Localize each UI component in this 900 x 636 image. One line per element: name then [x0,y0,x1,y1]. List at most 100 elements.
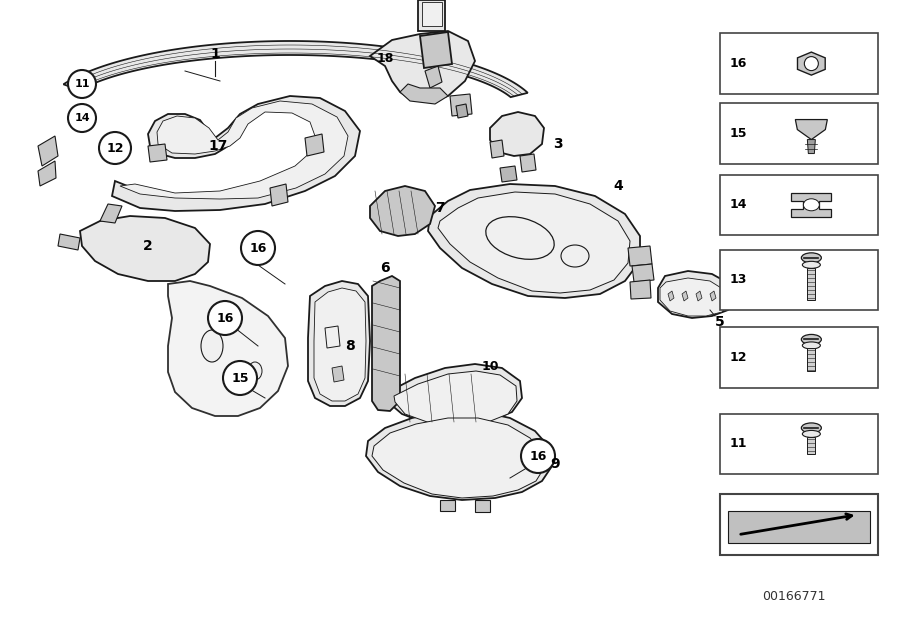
Text: 3: 3 [554,137,562,151]
Polygon shape [658,271,735,318]
Text: 16: 16 [730,57,747,70]
Polygon shape [632,264,654,282]
Text: 16: 16 [216,312,234,324]
Text: 15: 15 [231,371,248,385]
Ellipse shape [801,335,822,345]
Polygon shape [490,140,504,158]
Text: 10: 10 [482,359,499,373]
Polygon shape [370,31,475,101]
Ellipse shape [486,217,554,259]
Polygon shape [168,281,288,416]
FancyBboxPatch shape [720,495,878,555]
Ellipse shape [801,423,822,433]
Circle shape [223,361,257,395]
FancyBboxPatch shape [720,103,878,163]
Text: 15: 15 [730,127,748,140]
Polygon shape [308,281,370,406]
Ellipse shape [201,330,223,362]
Polygon shape [630,280,651,299]
Polygon shape [420,32,452,68]
Polygon shape [58,234,80,250]
Polygon shape [100,204,122,223]
Ellipse shape [803,342,821,349]
Polygon shape [682,291,688,301]
Polygon shape [388,364,522,426]
Circle shape [68,104,96,132]
Text: 5: 5 [716,315,724,329]
Polygon shape [372,418,544,498]
Polygon shape [490,112,544,156]
Polygon shape [456,104,468,118]
Polygon shape [450,94,472,116]
Polygon shape [400,84,448,104]
Polygon shape [370,186,435,236]
Polygon shape [475,500,490,512]
Circle shape [68,70,96,98]
Text: 2: 2 [143,239,153,253]
Ellipse shape [804,199,819,211]
Circle shape [805,57,818,71]
Ellipse shape [561,245,589,267]
Text: 14: 14 [74,113,90,123]
Polygon shape [807,349,815,371]
Polygon shape [112,96,360,211]
FancyBboxPatch shape [720,249,878,310]
Polygon shape [80,216,210,281]
Circle shape [99,132,131,164]
Polygon shape [796,120,827,139]
Polygon shape [325,326,340,348]
Text: 11: 11 [730,438,748,450]
Polygon shape [422,2,442,26]
Polygon shape [660,278,730,316]
Polygon shape [305,134,324,156]
Circle shape [521,439,555,473]
Ellipse shape [248,362,262,380]
Text: 17: 17 [208,139,228,153]
Polygon shape [500,166,517,182]
Text: 4: 4 [613,179,623,193]
Polygon shape [418,0,445,31]
Polygon shape [728,511,869,543]
FancyBboxPatch shape [720,414,878,474]
Polygon shape [807,268,815,300]
FancyBboxPatch shape [720,174,878,235]
Polygon shape [807,437,815,454]
Text: 00166771: 00166771 [762,590,825,603]
Polygon shape [332,366,344,382]
FancyBboxPatch shape [720,34,878,94]
Polygon shape [366,411,552,500]
Circle shape [241,231,275,265]
Polygon shape [710,291,716,301]
Polygon shape [807,139,815,153]
Polygon shape [440,500,455,511]
Text: 14: 14 [730,198,748,211]
Text: 1: 1 [210,47,220,61]
Ellipse shape [803,261,821,268]
Text: 12: 12 [730,351,748,364]
Polygon shape [520,154,536,172]
Polygon shape [428,184,640,298]
Polygon shape [372,276,400,411]
Text: 9: 9 [550,457,560,471]
Text: 16: 16 [249,242,266,254]
Polygon shape [696,291,702,301]
Text: 16: 16 [529,450,546,462]
Polygon shape [438,192,630,293]
FancyBboxPatch shape [720,327,878,388]
Text: 18: 18 [376,52,393,64]
Polygon shape [394,371,517,426]
Text: 7: 7 [436,201,445,215]
Polygon shape [38,136,58,166]
Polygon shape [38,161,56,186]
Text: 8: 8 [345,339,355,353]
Polygon shape [425,66,442,88]
Polygon shape [668,291,674,301]
Circle shape [208,301,242,335]
Ellipse shape [803,431,821,438]
Polygon shape [120,101,348,199]
Polygon shape [628,246,652,266]
Polygon shape [270,184,288,206]
Ellipse shape [801,253,822,263]
Polygon shape [791,193,832,217]
Text: 12: 12 [106,141,124,155]
